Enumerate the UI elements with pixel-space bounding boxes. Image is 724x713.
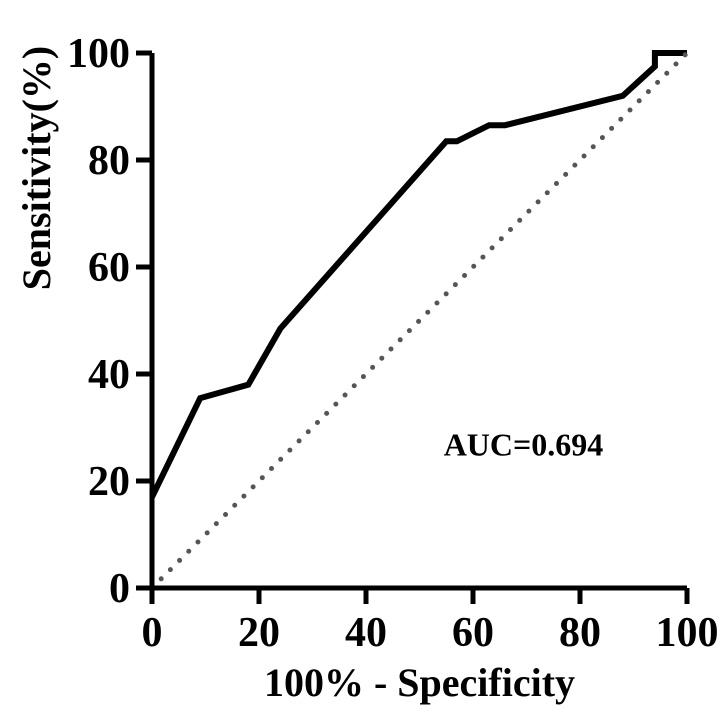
y-tick-label: 100	[67, 31, 130, 77]
y-tick-label: 80	[88, 138, 130, 184]
x-tick-label: 100	[656, 610, 719, 656]
x-tick-label: 20	[238, 610, 280, 656]
x-tick-label: 40	[345, 610, 387, 656]
y-tick-label: 20	[88, 459, 130, 505]
auc-annotation: AUC=0.694	[444, 427, 604, 463]
series-layer	[149, 50, 690, 591]
y-tick-label: 60	[88, 245, 130, 291]
roc-curve-line	[149, 50, 687, 499]
x-tick-label: 0	[142, 610, 163, 656]
y-tick-label: 0	[109, 566, 130, 612]
y-axis-title: Sensitivity(%)	[14, 46, 59, 290]
y-tick-label: 40	[88, 352, 130, 398]
x-tick-label: 60	[452, 610, 494, 656]
labels: 100% - Specificity Sensitivity(%) AUC=0.…	[14, 46, 603, 705]
axes	[149, 53, 687, 591]
ticks: 0 20 40 60 80 100 0 20 40 60 80 100	[67, 31, 719, 656]
x-axis-title: 100% - Specificity	[264, 660, 575, 705]
reference-diagonal-line	[149, 50, 690, 591]
x-tick-label: 80	[559, 610, 601, 656]
